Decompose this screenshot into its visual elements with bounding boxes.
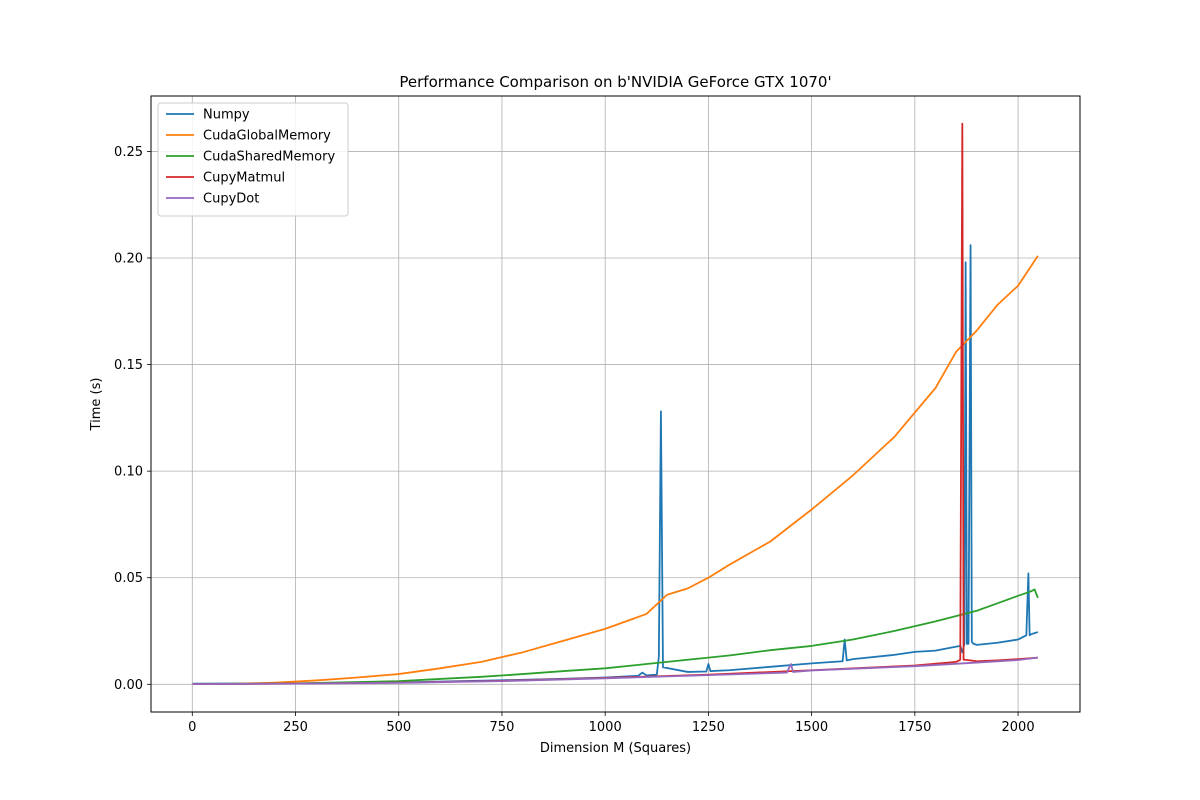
legend-label: CudaSharedMemory [203, 150, 335, 165]
legend: Numpy CudaGlobalMemory CudaSharedMemory Cup… [157, 102, 349, 217]
plot-area-frame [150, 95, 1081, 713]
x-tick-label: 1000 [589, 720, 622, 735]
legend-label: CudaGlobalMemory [203, 129, 331, 144]
x-tick-label: 1500 [795, 720, 828, 735]
series-layer [192, 122, 1039, 685]
y-tick-label: 0.10 [114, 465, 143, 480]
x-tick-label: 2000 [1002, 720, 1035, 735]
y-axis-title: Time (s) [89, 378, 104, 432]
x-axis-title: Dimension M (Squares) [540, 741, 691, 756]
x-tick-label: 250 [283, 720, 308, 735]
y-tick-label: 0.25 [114, 145, 143, 160]
legend-label: CupyMatmul [203, 171, 285, 186]
series-line-cudaglobalmemory [192, 255, 1039, 685]
y-tick-label: 0.00 [114, 678, 143, 693]
series-line-numpy [192, 244, 1039, 685]
x-tick-label: 0 [188, 720, 196, 735]
grid [151, 96, 1080, 712]
series-line-cupydot [192, 656, 1038, 685]
x-tick-label: 500 [386, 720, 411, 735]
ticks: 0 250 500 750 1000 1250 1500 1750 2000 0.00 0.05 0.… [114, 145, 1035, 735]
x-tick-label: 1750 [898, 720, 931, 735]
chart-title: Performance Comparison on b'NVIDIA GeFor… [399, 73, 831, 91]
x-tick-label: 750 [490, 720, 515, 735]
x-tick-label: 1250 [692, 720, 725, 735]
y-tick-label: 0.15 [114, 358, 143, 373]
legend-label: Numpy [203, 108, 250, 123]
y-tick-label: 0.05 [114, 571, 143, 586]
y-tick-label: 0.20 [114, 251, 143, 266]
series-line-cudasharedmemory [192, 588, 1039, 685]
legend-label: CupyDot [203, 192, 259, 207]
legend-box [157, 102, 349, 217]
